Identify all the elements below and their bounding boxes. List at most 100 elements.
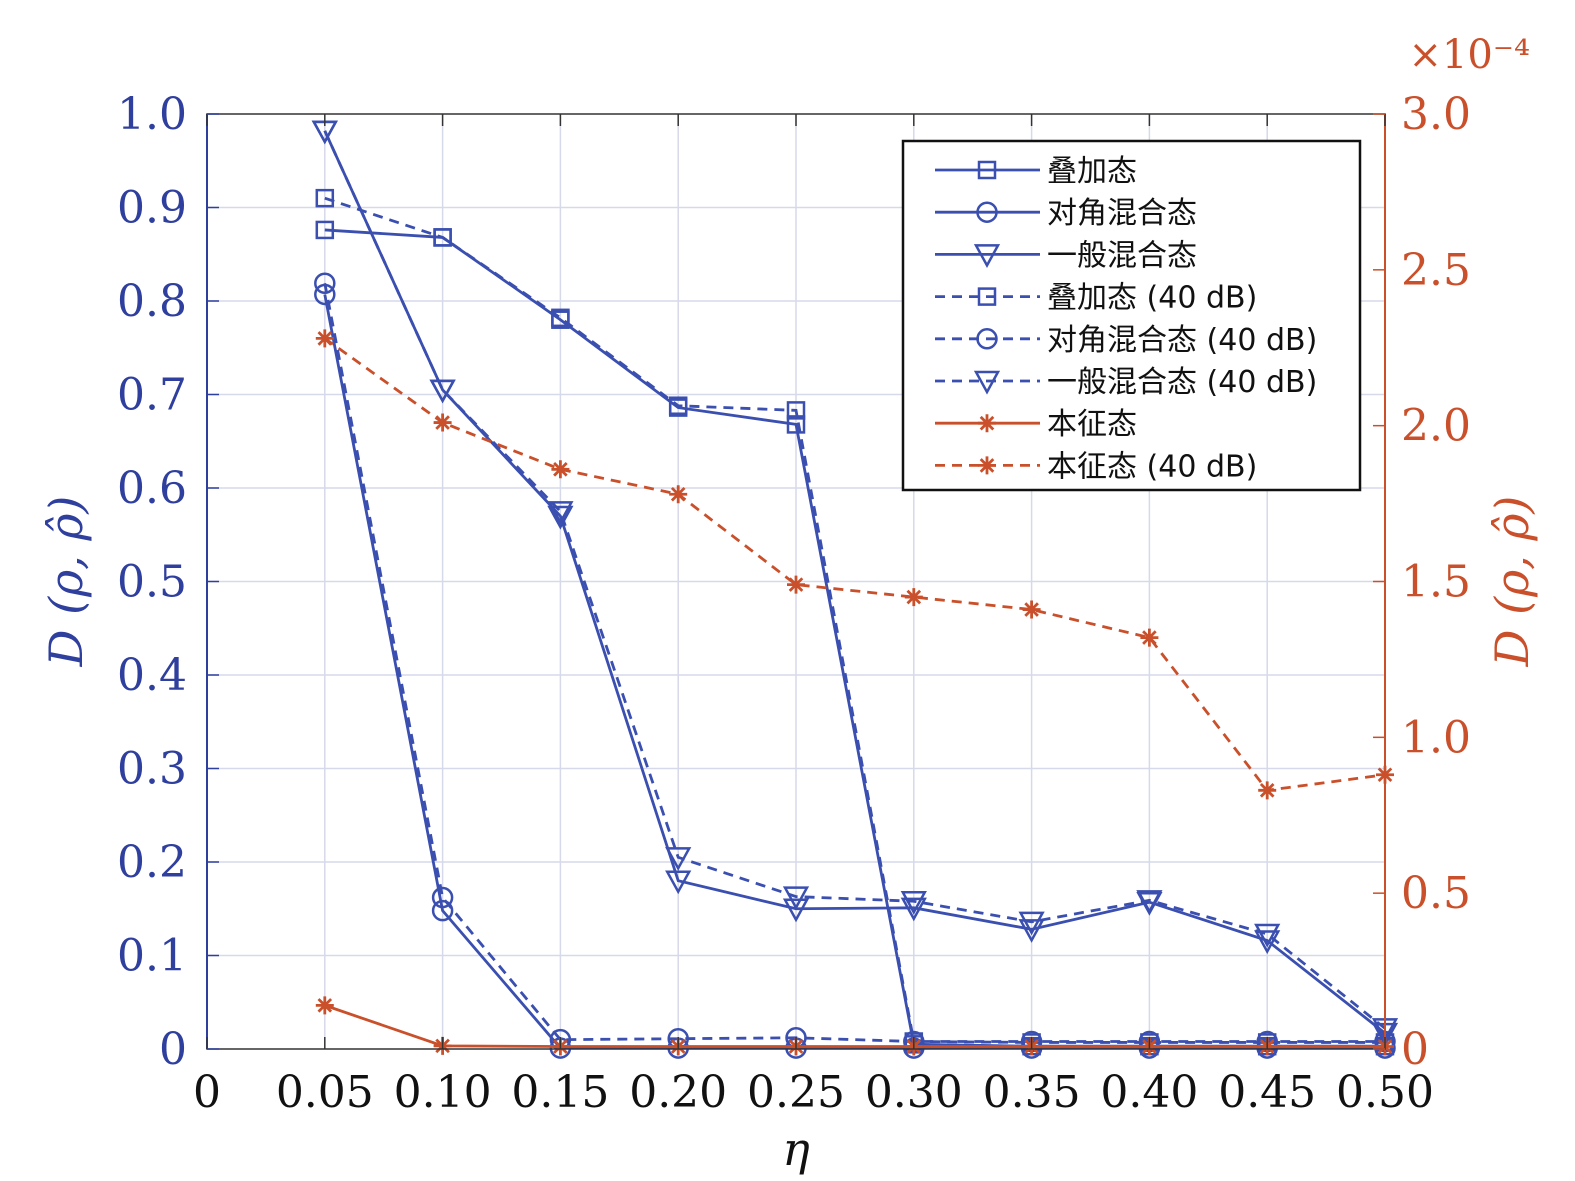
data-point (669, 485, 688, 504)
legend-entry: 本征态 (935, 407, 1137, 442)
x-tick-label: 0.15 (511, 1067, 609, 1118)
legend-entry: 叠加态 (935, 154, 1137, 189)
right-tick-label: 0.5 (1401, 868, 1471, 919)
legend-entry: 一般混合态 (40 dB) (935, 365, 1317, 400)
data-point (786, 401, 806, 420)
legend-marker (973, 244, 1001, 268)
data-point (315, 220, 335, 240)
tick-layer: 0 0.05 0.10 0.15 0.20 0.25 0.30 0.35 0.40 0.45 0.5… (117, 89, 1471, 1118)
right-tick-label: 0 (1401, 1024, 1429, 1075)
right-tick-label: 3.0 (1401, 89, 1471, 140)
legend-label: 对角混合态 (40 dB) (1047, 323, 1317, 358)
x-tick-label: 0.50 (1336, 1067, 1434, 1118)
series-layer (311, 120, 1399, 1059)
left-tick-label: 0.5 (117, 557, 187, 608)
data-point (1254, 930, 1281, 955)
data-point (547, 501, 574, 525)
data-point (1258, 781, 1277, 800)
data-point (1018, 911, 1045, 936)
series-line (323, 282, 1385, 1043)
right-tick-label: 2.5 (1401, 245, 1471, 296)
legend-label: 一般混合态 (40 dB) (1047, 365, 1317, 400)
legend-label: 叠加态 (1047, 154, 1137, 189)
legend-marker (977, 287, 997, 306)
data-point (668, 396, 688, 415)
x-tick-label: 0.25 (747, 1067, 845, 1118)
data-point (551, 308, 570, 328)
series-3 (315, 188, 1395, 1052)
left-tick-label: 0.4 (117, 650, 187, 701)
data-point (314, 272, 336, 294)
data-point (431, 886, 454, 909)
x-tick-label: 0.20 (629, 1067, 727, 1118)
data-point (787, 575, 805, 594)
left-tick-label: 0.8 (117, 276, 187, 327)
x-tick-label: 0.05 (276, 1067, 374, 1118)
left-tick-label: 0.7 (117, 370, 187, 421)
data-point (665, 870, 692, 895)
legend-label: 叠加态 (40 dB) (1047, 281, 1257, 316)
series-5 (311, 120, 1399, 1043)
legend-entry: 叠加态 (40 dB) (935, 281, 1257, 316)
data-point (431, 899, 454, 922)
legend-marker (976, 201, 998, 223)
x-tick-label: 0.40 (1100, 1067, 1198, 1118)
legend-marker (978, 414, 996, 433)
data-point (1140, 628, 1159, 647)
series-line (324, 1004, 1385, 1048)
data-point (429, 379, 456, 404)
data-point (547, 505, 574, 530)
legend-marker (977, 160, 997, 180)
data-point (315, 329, 334, 348)
data-point (433, 413, 452, 432)
left-tick-label: 0.1 (117, 931, 187, 982)
right-tick-label: 1.5 (1401, 557, 1471, 608)
data-point (782, 886, 810, 911)
legend-marker (973, 370, 1001, 395)
x-tick-label: 0 (193, 1067, 221, 1118)
legend-label: 本征态 (40 dB) (1047, 449, 1257, 484)
x-axis-label: η (782, 1122, 810, 1176)
series-line (323, 130, 1386, 1030)
right-tick-label: 1.0 (1401, 712, 1471, 763)
legend-entry: 一般混合态 (935, 238, 1197, 273)
data-point (433, 228, 452, 247)
left-tick-label: 0.2 (117, 837, 187, 888)
legend-entry: 对角混合态 (935, 196, 1197, 231)
data-point (900, 897, 927, 922)
left-tick-label: 0.9 (117, 183, 187, 234)
x-tick-label: 0.10 (394, 1067, 492, 1118)
series-6 (315, 996, 1394, 1056)
data-point (782, 898, 810, 923)
data-point (665, 847, 692, 871)
data-point (900, 891, 927, 915)
right-tick-label: 2.0 (1401, 401, 1471, 452)
right-axis-exponent: ×10⁻⁴ (1408, 32, 1530, 78)
left-tick-label: 0 (159, 1024, 187, 1075)
data-point (1018, 919, 1045, 943)
x-tick-label: 0.30 (865, 1067, 963, 1118)
series-line (323, 130, 1386, 1035)
series-line (323, 294, 1385, 1050)
x-tick-label: 0.35 (983, 1067, 1081, 1118)
data-point (551, 460, 570, 479)
legend-label: 本征态 (1047, 407, 1137, 442)
left-tick-label: 0.3 (117, 744, 187, 795)
data-point (1254, 923, 1281, 948)
data-point (904, 588, 923, 607)
x-tick-label: 0.45 (1218, 1067, 1316, 1118)
legend-label: 对角混合态 (1047, 196, 1197, 231)
data-point (1136, 890, 1163, 914)
legend-label: 一般混合态 (1047, 238, 1197, 273)
left-tick-label: 1.0 (117, 89, 187, 140)
data-point (786, 415, 806, 434)
right-axis-label: D (ρ, ρ̂) (1485, 496, 1539, 668)
legend-box (901, 139, 1362, 492)
series-line (324, 196, 1385, 1044)
data-point (1022, 600, 1041, 619)
data-point (315, 996, 334, 1015)
legend-entry: 本征态 (40 dB) (935, 449, 1257, 484)
left-axis-label: D (ρ, ρ̂) (39, 496, 93, 668)
